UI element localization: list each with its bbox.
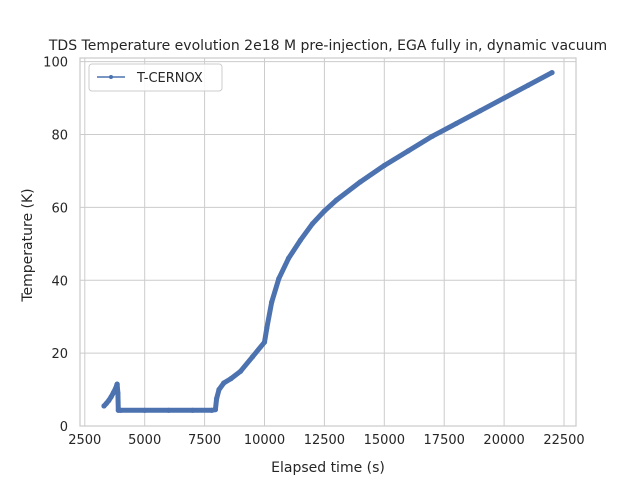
x-axis-label: Elapsed time (s): [271, 460, 385, 476]
data-point: [264, 325, 270, 331]
series-layer: [101, 69, 555, 413]
x-tick-label: 7500: [188, 433, 221, 448]
data-point: [166, 407, 172, 413]
legend-box: [88, 63, 223, 92]
data-point: [477, 108, 483, 114]
x-tick-label: 5000: [128, 433, 161, 448]
data-point: [297, 237, 304, 243]
x-tick-label: 10000: [244, 433, 285, 448]
data-point: [118, 407, 124, 413]
series-line: [101, 70, 555, 413]
data-point: [429, 133, 435, 139]
y-tick-label: 60: [51, 201, 68, 216]
x-tick-label: 17500: [424, 433, 465, 448]
data-point: [321, 208, 328, 214]
data-point: [221, 380, 227, 386]
data-point: [357, 179, 363, 185]
data-point: [213, 396, 220, 402]
plot-frame: [79, 57, 577, 427]
grid: [80, 58, 576, 427]
data-point: [453, 120, 459, 127]
data-point: [249, 354, 256, 360]
data-point: [115, 390, 121, 396]
x-tick-label: 22500: [543, 433, 584, 448]
data-point: [261, 339, 268, 345]
x-tick-label: 20000: [483, 433, 524, 448]
legend: T-CERNOX: [88, 63, 223, 92]
y-tick-label: 0: [60, 420, 68, 435]
data-point: [525, 82, 531, 88]
data-point: [110, 389, 117, 396]
legend-label: T-CERNOX: [136, 71, 203, 86]
data-point: [142, 407, 148, 413]
data-point: [309, 221, 316, 227]
legend-swatch-marker: [109, 75, 113, 79]
data-point: [216, 386, 222, 393]
data-point: [285, 255, 292, 261]
data-point: [333, 197, 339, 203]
y-tick-label: 20: [51, 347, 68, 362]
data-point: [549, 69, 555, 76]
x-axis-ticks: 2500 5000 7500 10000 12500 15000 17500 20000 225…: [68, 433, 584, 448]
x-tick-label: 15000: [364, 433, 405, 448]
data-point: [190, 407, 196, 413]
data-point: [114, 381, 120, 387]
y-tick-label: 100: [43, 56, 68, 71]
data-point: [269, 299, 275, 305]
chart-title: TDS Temperature evolution 2e18 M pre-inj…: [48, 38, 607, 54]
data-point: [108, 394, 114, 400]
y-axis-ticks: 0 20 40 60 80 100: [43, 56, 68, 435]
data-point: [228, 376, 234, 382]
data-point: [405, 148, 411, 154]
data-point: [212, 407, 218, 413]
data-point: [501, 95, 507, 101]
y-axis-label: Temperature (K): [20, 188, 36, 302]
data-point: [381, 162, 387, 169]
data-point: [237, 368, 244, 374]
x-tick-label: 12500: [304, 433, 345, 448]
y-tick-label: 80: [51, 129, 68, 144]
data-point: [276, 275, 282, 282]
y-tick-label: 40: [51, 274, 68, 289]
x-tick-label: 2500: [68, 433, 101, 448]
